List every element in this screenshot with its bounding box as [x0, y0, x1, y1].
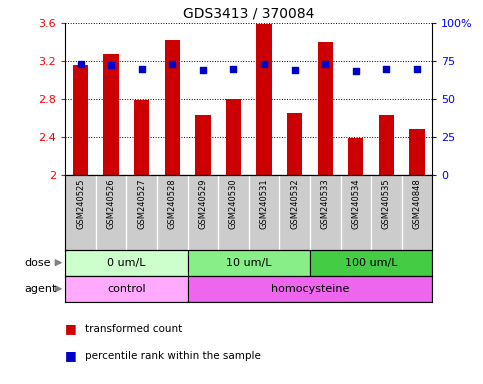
Text: transformed count: transformed count [85, 324, 182, 334]
Point [260, 61, 268, 67]
Text: homocysteine: homocysteine [271, 284, 349, 294]
Text: agent: agent [24, 284, 57, 294]
Bar [65, 276, 187, 302]
Text: 0 um/L: 0 um/L [107, 258, 146, 268]
Text: 100 um/L: 100 um/L [345, 258, 398, 268]
Bar [65, 250, 187, 276]
Point [383, 66, 390, 73]
Bar [310, 250, 432, 276]
Bar [165, 40, 180, 175]
Bar [256, 24, 272, 175]
Text: 10 um/L: 10 um/L [226, 258, 271, 268]
Text: GSM240535: GSM240535 [382, 179, 391, 229]
Bar [226, 99, 241, 175]
Bar [134, 100, 149, 175]
Text: dose: dose [24, 258, 51, 268]
Text: GSM240532: GSM240532 [290, 179, 299, 229]
Point [169, 61, 176, 67]
Bar [187, 276, 432, 302]
Text: control: control [107, 284, 146, 294]
Bar [410, 129, 425, 175]
Point [291, 67, 298, 73]
Text: percentile rank within the sample: percentile rank within the sample [85, 351, 260, 361]
Point [352, 68, 360, 74]
Bar [187, 250, 310, 276]
Point [229, 66, 237, 73]
Bar [379, 115, 394, 175]
Title: GDS3413 / 370084: GDS3413 / 370084 [183, 7, 314, 20]
Point [77, 61, 85, 67]
Bar [318, 42, 333, 175]
Bar [287, 113, 302, 175]
Text: ■: ■ [65, 349, 77, 362]
Bar [73, 65, 88, 175]
Text: GSM240525: GSM240525 [76, 179, 85, 229]
Text: ■: ■ [65, 322, 77, 335]
Bar [348, 138, 364, 175]
Text: GSM240848: GSM240848 [412, 179, 422, 229]
Text: GSM240527: GSM240527 [137, 179, 146, 229]
Bar [103, 54, 119, 175]
Text: GSM240526: GSM240526 [107, 179, 115, 229]
Text: GSM240530: GSM240530 [229, 179, 238, 229]
Text: GSM240534: GSM240534 [351, 179, 360, 229]
Text: GSM240531: GSM240531 [259, 179, 269, 229]
Bar [195, 115, 211, 175]
Point [138, 65, 145, 71]
Point [321, 61, 329, 67]
Point [413, 66, 421, 73]
Point [107, 62, 115, 68]
Text: GSM240528: GSM240528 [168, 179, 177, 229]
Point [199, 67, 207, 73]
Text: GSM240529: GSM240529 [199, 179, 207, 229]
Text: GSM240533: GSM240533 [321, 179, 330, 229]
